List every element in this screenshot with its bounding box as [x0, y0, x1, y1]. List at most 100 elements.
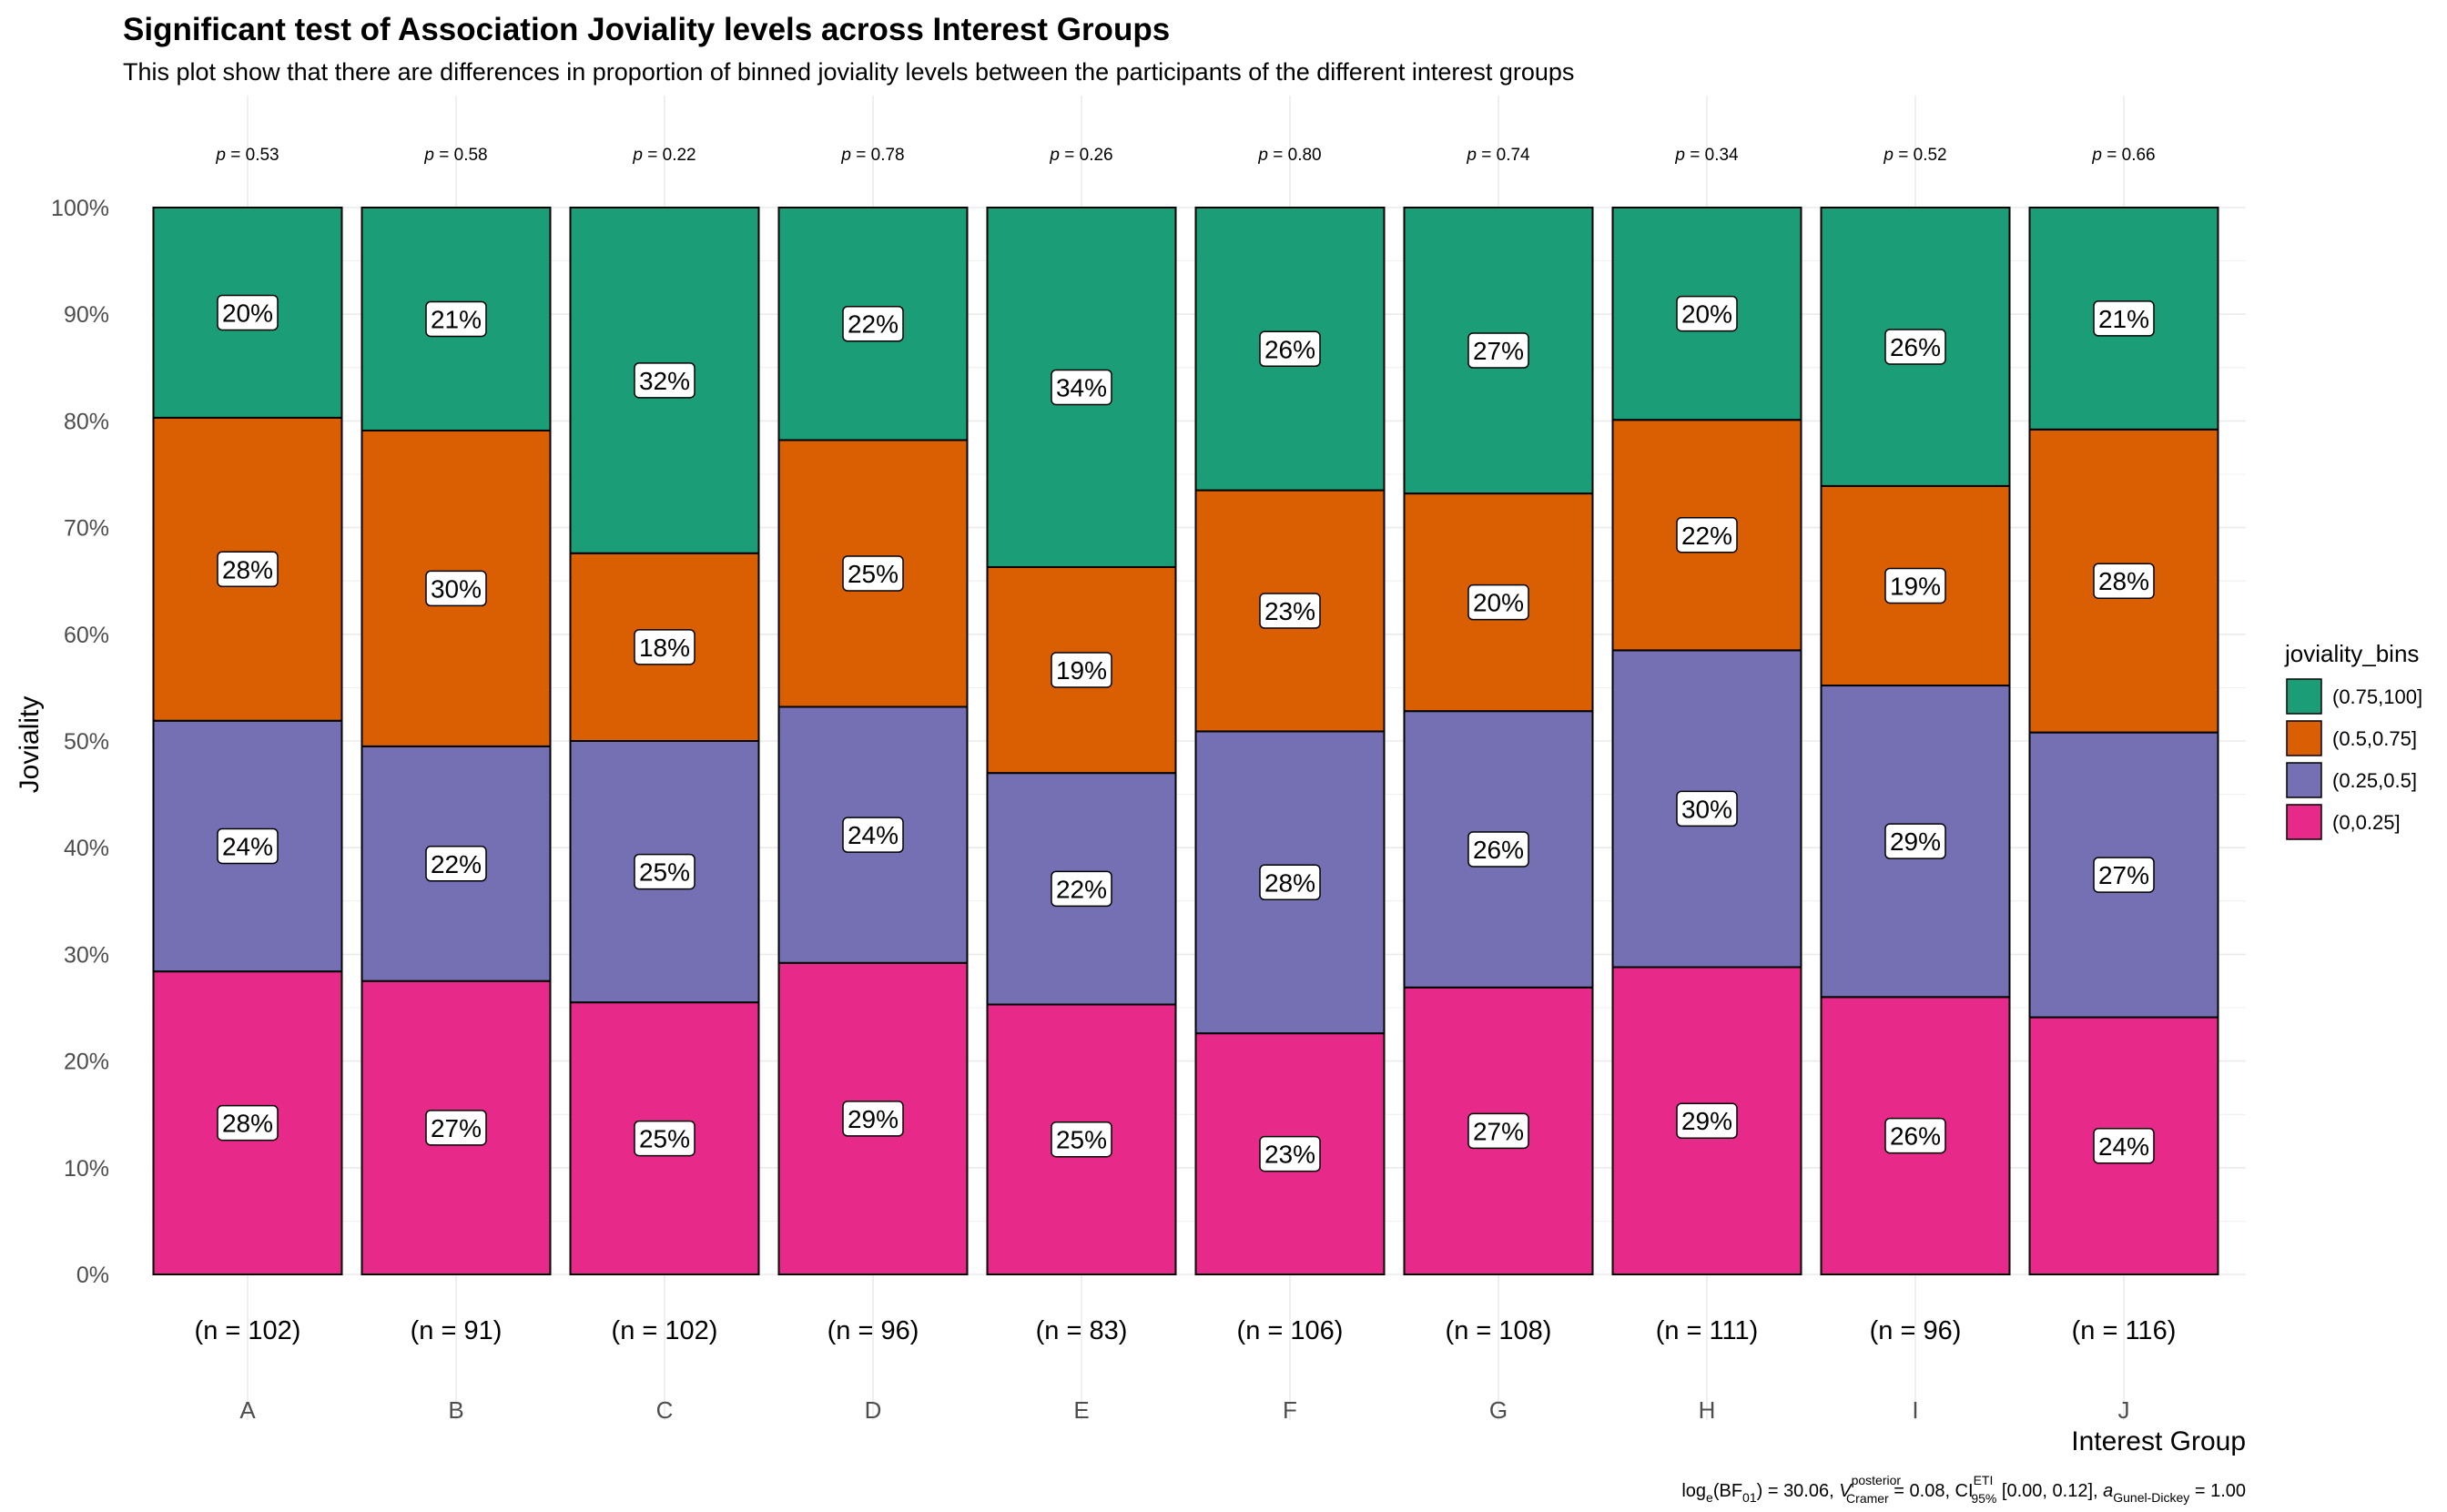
segment-label-box — [1884, 329, 1946, 365]
segment-label-box — [1051, 652, 1112, 688]
segment-label: 27% — [1473, 1117, 1524, 1145]
legend-title: joviality_bins — [2284, 640, 2419, 667]
segment-label-box — [1676, 1102, 1738, 1139]
segment-label-box — [1676, 517, 1738, 553]
p-value-label: p = 0.74 — [1466, 146, 1530, 165]
segment-label-box — [842, 817, 904, 853]
y-tick-label: 70% — [64, 516, 109, 542]
segment-label-box — [1259, 864, 1321, 901]
segment-label: 27% — [431, 1114, 482, 1142]
y-axis-title: Joviality — [15, 696, 45, 794]
segment-label: 20% — [222, 299, 273, 327]
segment-label-box — [1676, 790, 1738, 827]
segment-label-box — [217, 551, 279, 588]
p-value-label: p = 0.22 — [632, 146, 696, 165]
segment-label: 24% — [222, 832, 273, 860]
segment-label-box — [1467, 332, 1529, 369]
y-tick-label: 100% — [51, 196, 109, 221]
x-tick-label: G — [1489, 1396, 1508, 1424]
y-tick-labels: 0% 10% 20% 30% 40% 50% 60% 70% 80% 90% 100% — [51, 196, 109, 1288]
segment-label: 25% — [639, 1125, 690, 1153]
n-label: (n = 83) — [1036, 1316, 1128, 1345]
segment-label-box — [1467, 583, 1529, 621]
segment-label-box — [425, 570, 487, 607]
segment-label: 26% — [1890, 1122, 1941, 1151]
legend-swatch — [2286, 762, 2322, 798]
legend-swatch — [2286, 720, 2322, 756]
p-value-label: p = 0.58 — [423, 146, 487, 165]
n-label: (n = 96) — [828, 1316, 919, 1345]
segment-label: 22% — [848, 310, 899, 339]
segment-label-box — [842, 305, 904, 342]
segment-label: 21% — [2098, 305, 2149, 333]
segment-label-box — [1051, 870, 1112, 908]
segment-label: 26% — [1890, 333, 1941, 361]
y-tick-label: 30% — [64, 942, 109, 968]
segment-label: 28% — [222, 555, 273, 583]
chart-subtitle: This plot show that there are difference… — [123, 58, 1574, 86]
segment-label: 34% — [1056, 373, 1107, 401]
segment-label-box — [842, 1101, 904, 1137]
bar-segment — [360, 207, 552, 431]
segment-label-box — [634, 629, 696, 665]
x-tick-label: A — [239, 1396, 256, 1424]
p-value-label: p = 0.66 — [2091, 146, 2155, 165]
n-label: (n = 106) — [1237, 1316, 1344, 1345]
n-label: (n = 108) — [1446, 1316, 1552, 1345]
segment-label: 18% — [639, 634, 690, 662]
legend-swatch — [2286, 804, 2322, 840]
segment-label: 29% — [848, 1105, 899, 1133]
legend-label: (0.75,100] — [2332, 685, 2422, 708]
segment-label: 32% — [639, 367, 690, 395]
segment-label: 20% — [1681, 300, 1732, 329]
segment-label-box — [1259, 1135, 1321, 1172]
y-tick-label: 80% — [64, 409, 109, 434]
segment-label: 19% — [1890, 572, 1941, 600]
segment-label-box — [1467, 1112, 1529, 1150]
n-label: (n = 102) — [612, 1316, 718, 1345]
segment-label: 23% — [1264, 1141, 1315, 1169]
segment-label: 28% — [1264, 868, 1315, 897]
segment-label-box — [1259, 593, 1321, 629]
legend-swatch — [2286, 678, 2322, 715]
legend-label: (0,0.25] — [2332, 811, 2401, 834]
segment-label: 30% — [1681, 795, 1732, 823]
segment-label: 21% — [431, 305, 482, 333]
segment-label: 26% — [1473, 836, 1524, 864]
segment-label-box — [2093, 857, 2155, 893]
segment-label-box — [217, 827, 279, 865]
segment-label-box — [634, 853, 696, 890]
x-tick-label: B — [448, 1396, 463, 1424]
x-tick-label: I — [1912, 1396, 1918, 1424]
n-label: (n = 102) — [195, 1316, 301, 1345]
p-value-label: p = 0.26 — [1049, 146, 1112, 165]
segment-label: 19% — [1056, 656, 1107, 685]
p-value-label: p = 0.34 — [1674, 146, 1739, 165]
segment-label-box — [217, 294, 279, 331]
p-value-label: p = 0.80 — [1257, 146, 1321, 165]
y-tick-label: 50% — [64, 729, 109, 755]
n-label: (n = 91) — [411, 1316, 503, 1345]
segment-label-box — [1884, 823, 1946, 859]
segment-label: 23% — [1264, 597, 1315, 625]
p-value-label: p = 0.78 — [840, 146, 904, 165]
segment-label: 22% — [1056, 875, 1107, 903]
segment-label-box — [842, 555, 904, 592]
bar-segment — [152, 416, 343, 722]
x-tick-label: C — [656, 1396, 674, 1424]
y-tick-label: 10% — [64, 1156, 109, 1182]
bar-segment — [986, 207, 1177, 568]
segment-labels: 28% 24% 28% 20% 27% 22% 30% 21% 25% 25% 18% 32% 29% 2… — [217, 294, 2155, 1172]
legend: joviality_bins (0.75,100] (0.5,0.75] (0.25… — [2284, 640, 2422, 840]
segment-label: 27% — [1473, 337, 1524, 365]
y-tick-label: 60% — [64, 623, 109, 648]
segment-label-box — [1884, 1117, 1946, 1154]
p-value-label: p = 0.52 — [1883, 146, 1946, 165]
x-tick-labels: A B C D E F G H I J — [239, 1396, 2129, 1424]
segment-label-box — [1467, 831, 1529, 868]
n-labels: (n = 102) (n = 91) (n = 102) (n = 96) (n = 8… — [195, 1316, 2177, 1345]
segment-label-box — [425, 1110, 487, 1146]
segment-label-box — [1051, 1121, 1112, 1158]
segment-label: 24% — [848, 821, 899, 849]
